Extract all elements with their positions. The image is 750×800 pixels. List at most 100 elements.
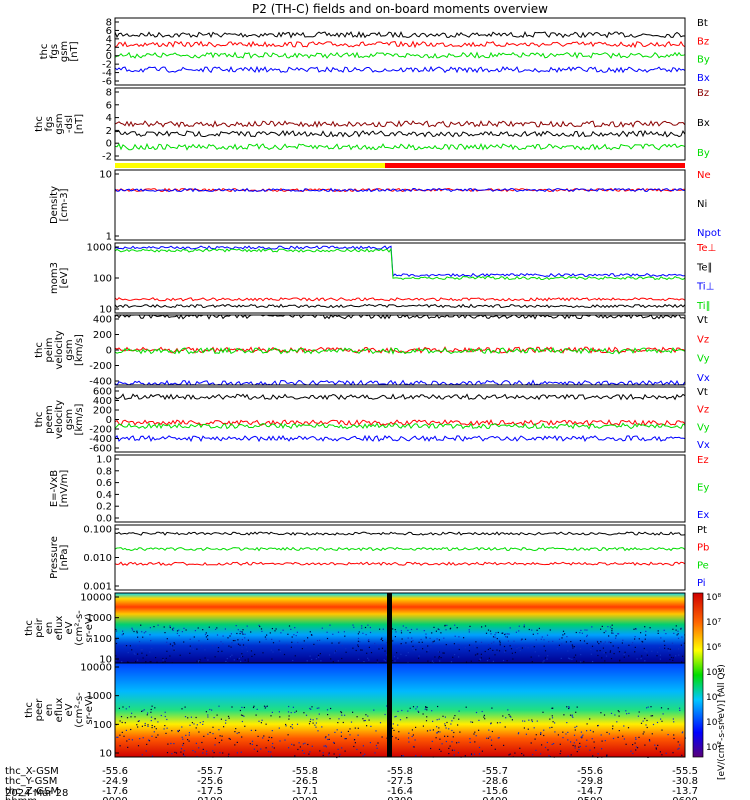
peir-speckle (194, 630, 196, 632)
peir-speckle (238, 657, 240, 660)
peer-speckle (211, 709, 213, 711)
peir-speckle (440, 657, 442, 659)
peer-speckle (519, 747, 521, 749)
peer-speckle (150, 708, 152, 711)
peer-speckle (218, 742, 220, 744)
peir-speckle (429, 637, 431, 639)
peer-speckle (549, 718, 551, 720)
peir-speckle (141, 631, 143, 633)
peer-speckle (234, 731, 236, 733)
peer-speckle (304, 742, 306, 744)
peer-speckle (469, 738, 471, 740)
xaxis-date: 2024 Mar 28 (5, 788, 68, 799)
peir-speckle (367, 657, 369, 659)
peer-speckle (119, 720, 121, 722)
peer-speckle (122, 706, 124, 708)
peir-speckle (561, 637, 563, 639)
fgs_dsl-ylabel: [nT] (74, 114, 85, 134)
fgs_dsl-frame (114, 87, 686, 161)
peir-speckle (468, 631, 470, 633)
peir-speckle (669, 658, 671, 661)
peer-speckle (502, 715, 504, 717)
peer-speckle (652, 723, 655, 726)
peer-speckle (194, 751, 196, 753)
peer-speckle (496, 722, 499, 724)
xaxis-tick-value: -55.7 (482, 766, 508, 777)
peer-speckle (416, 706, 418, 708)
peir-speckle (231, 645, 233, 647)
peir-speckle (241, 631, 243, 633)
peir-speckle (337, 631, 340, 633)
peir-speckle (141, 649, 143, 651)
peir-speckle (575, 660, 578, 662)
peir-speckle (418, 641, 420, 643)
peer-speckle (362, 745, 364, 747)
peer-speckle (678, 747, 680, 749)
fgs-ylabel: [nT] (69, 41, 80, 61)
peir-speckle (572, 645, 574, 647)
peir-speckle (179, 654, 181, 656)
peer-speckle (310, 708, 312, 710)
peer-speckle (212, 726, 214, 728)
peir-speckle (138, 641, 141, 643)
peer-speckle (395, 715, 397, 717)
peer-speckle (151, 755, 154, 757)
peer-speckle (125, 708, 127, 710)
peir-speckle (290, 646, 292, 648)
peer-speckle (151, 735, 153, 737)
pressure-frame (114, 524, 686, 591)
peer-speckle (589, 729, 592, 731)
peir-speckle (641, 655, 643, 657)
peir-speckle (615, 635, 617, 637)
peer-speckle (453, 717, 455, 719)
peer-speckle (303, 712, 305, 714)
peir-speckle (271, 658, 273, 660)
peer-speckle (227, 755, 229, 757)
peir-speckle (330, 658, 332, 660)
peir-speckle (531, 646, 533, 648)
peer-speckle (442, 715, 444, 717)
peer-speckle (165, 732, 167, 734)
peer-speckle (574, 729, 576, 731)
peir-speckle (444, 624, 446, 626)
peer-speckle (425, 707, 427, 709)
peer-speckle (377, 742, 379, 744)
peir-speckle (205, 632, 207, 634)
peir-speckle (425, 637, 427, 639)
peer-speckle (164, 711, 166, 713)
peir-speckle (115, 638, 117, 641)
peir-speckle (537, 633, 539, 635)
peer-speckle (352, 711, 354, 713)
peer-speckle (415, 755, 417, 757)
peer-speckle (142, 710, 144, 712)
density-ylabel: [cm-3] (59, 188, 70, 221)
peir-speckle (634, 638, 636, 640)
peir-speckle (672, 628, 674, 630)
peer-speckle (451, 749, 453, 751)
peir-speckle (651, 650, 653, 652)
peir-speckle (603, 632, 605, 634)
peer-speckle (209, 708, 211, 711)
peir-speckle (207, 659, 209, 661)
peer-speckle (535, 734, 537, 736)
peir-speckle (369, 631, 372, 634)
peer-speckle (677, 748, 679, 750)
peer-speckle (451, 720, 453, 722)
peer-speckle (540, 753, 542, 755)
peer-speckle (251, 740, 254, 742)
peir-speckle (603, 652, 605, 654)
peir-speckle (518, 625, 520, 627)
temp-ylabel: mom3 (49, 262, 60, 294)
peir-speckle (145, 631, 147, 633)
peer-speckle (655, 748, 657, 750)
peir-speckle (677, 637, 680, 639)
peir-speckle (435, 630, 437, 632)
peir-speckle (675, 629, 677, 631)
peer-speckle (340, 712, 343, 714)
peir-speckle (358, 658, 360, 660)
colorbar-tick: 10⁷ (706, 618, 721, 628)
peir-speckle (492, 636, 495, 638)
pressure-ylabel: Pressure (49, 536, 60, 579)
